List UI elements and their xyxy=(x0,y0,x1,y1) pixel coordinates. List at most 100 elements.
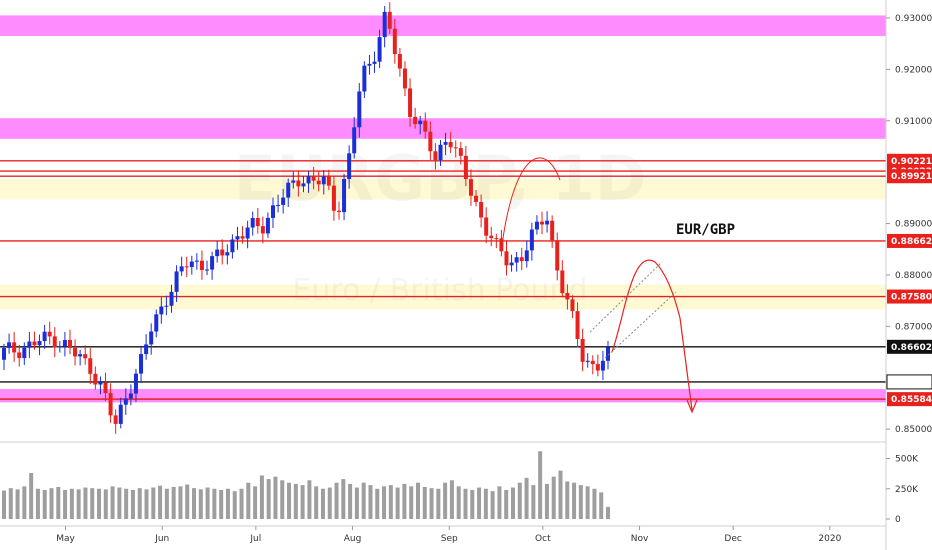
volume-tick-label: 250K xyxy=(895,485,919,495)
zone-band xyxy=(0,389,886,403)
candle-body xyxy=(590,360,595,365)
price-tick-label: 0.93000 xyxy=(895,14,932,24)
volume-bar xyxy=(232,491,237,519)
candle-body xyxy=(225,252,230,256)
volume-bar xyxy=(415,482,420,519)
price-axis[interactable]: 0.93000 0.92000 0.91000 0.89000 0.88000 0.870… xyxy=(886,14,932,435)
date-tick-label: Sep xyxy=(441,534,458,544)
volume-bar xyxy=(273,476,278,519)
candle-body xyxy=(260,226,265,234)
volume-bar xyxy=(56,486,61,519)
volume-bar xyxy=(63,489,68,519)
volume-bar xyxy=(83,487,88,519)
candles-layer xyxy=(2,2,610,434)
candle-body xyxy=(387,11,392,29)
candle-body xyxy=(524,250,529,262)
candle-body xyxy=(580,338,585,362)
volume-bar xyxy=(219,489,224,519)
date-tick-label: 2020 xyxy=(818,534,841,544)
volume-bar xyxy=(470,489,475,519)
channel-upper-line xyxy=(589,261,663,333)
candle-body xyxy=(382,11,387,38)
candle-body xyxy=(438,144,443,161)
volume-bar xyxy=(599,492,604,519)
candle-body xyxy=(47,331,52,337)
volume-bar xyxy=(551,476,556,519)
candle-body xyxy=(509,262,514,266)
volume-bar xyxy=(348,483,353,519)
volume-bar xyxy=(490,491,495,519)
candle-body xyxy=(276,204,281,206)
volume-bar xyxy=(429,488,434,519)
date-tick-label: Jun xyxy=(154,534,169,544)
price-tick-label: 0.91000 xyxy=(895,117,932,127)
volume-bar xyxy=(449,480,454,519)
volume-bar xyxy=(422,486,427,519)
candle-body xyxy=(154,314,159,332)
candle-body xyxy=(600,360,605,371)
candle-body xyxy=(392,28,397,55)
volume-bar xyxy=(565,481,570,519)
candle-body xyxy=(174,271,179,292)
volume-bar xyxy=(110,486,115,519)
volume-bar xyxy=(171,486,176,519)
volume-bar xyxy=(246,482,251,519)
volume-bar xyxy=(558,470,563,519)
price-badge xyxy=(887,169,932,184)
candle-body xyxy=(565,293,570,300)
candle-body xyxy=(27,341,32,348)
price-tick-label: 0.88000 xyxy=(895,271,932,281)
volume-bar xyxy=(477,487,482,519)
candle-body xyxy=(448,141,453,148)
candle-body xyxy=(184,266,189,268)
candle-body xyxy=(494,238,499,240)
volume-bar xyxy=(341,479,346,519)
candle-body xyxy=(595,364,600,371)
volume-bar xyxy=(531,485,536,519)
candle-body xyxy=(306,176,311,184)
price-tick-label: 0.85000 xyxy=(895,425,932,435)
volume-bar xyxy=(307,480,312,519)
candle-body xyxy=(321,176,326,185)
price-badge-label: 0.86602 xyxy=(891,343,932,353)
candle-body xyxy=(149,331,154,345)
volume-bar xyxy=(198,489,203,519)
candle-body xyxy=(164,305,169,307)
volume-bar xyxy=(239,488,244,519)
candle-body xyxy=(316,180,321,185)
candle-body xyxy=(545,220,550,225)
candle-body xyxy=(296,180,301,187)
candle-body xyxy=(93,373,98,385)
volume-bar xyxy=(436,488,441,519)
volume-bar xyxy=(8,488,13,519)
volume-bar xyxy=(327,487,332,519)
volume-bar xyxy=(443,482,448,519)
volume-bar xyxy=(259,475,264,519)
candle-body xyxy=(479,201,484,218)
volume-bar xyxy=(124,488,129,519)
candle-body xyxy=(534,221,539,230)
candle-body xyxy=(133,373,138,394)
volume-bar xyxy=(130,489,135,519)
candle-body xyxy=(37,341,42,346)
candle-body xyxy=(397,54,402,69)
candle-body xyxy=(418,120,423,125)
volume-bar xyxy=(212,488,217,519)
candle-body xyxy=(144,344,149,355)
candle-body xyxy=(331,185,336,211)
volume-bar xyxy=(402,483,407,519)
price-tick-label: 0.89000 xyxy=(895,220,932,230)
volume-bar xyxy=(409,486,414,519)
price-badge xyxy=(887,289,932,304)
date-axis[interactable]: May Jun Jul Aug Sep Oct Nov Dec 2020 xyxy=(56,526,842,544)
candle-body xyxy=(342,178,347,213)
volume-bar xyxy=(592,488,597,519)
candle-body xyxy=(2,347,6,360)
volume-bar xyxy=(293,483,298,519)
volume-bar xyxy=(538,451,543,519)
candle-body xyxy=(468,179,473,196)
candle-body xyxy=(336,210,341,213)
volume-bar xyxy=(97,488,102,519)
candle-body xyxy=(352,127,357,154)
